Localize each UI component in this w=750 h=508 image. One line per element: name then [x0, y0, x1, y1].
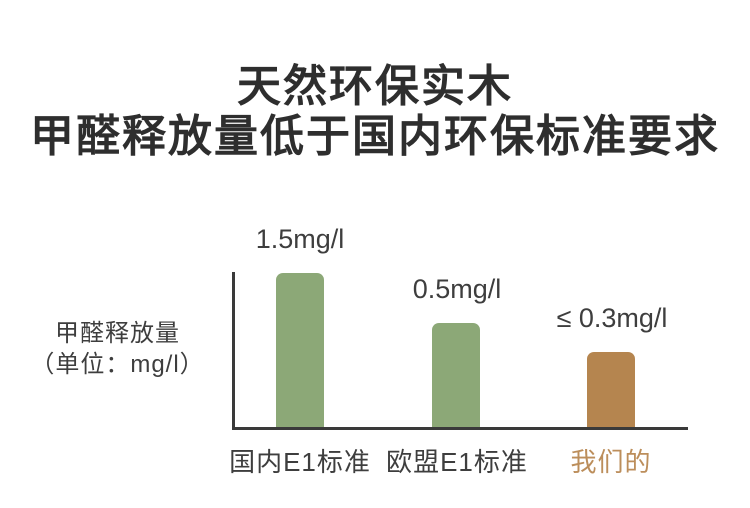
category-label-domestic: 国内E1标准 — [229, 447, 371, 477]
bar-eu-e1 — [432, 323, 480, 427]
y-axis-label-line2: （单位：mg/l） — [30, 351, 205, 378]
y-axis-label: 甲醛释放量 （单位：mg/l） — [25, 318, 210, 380]
bar-value-label-ours: ≤ 0.3mg/l — [556, 303, 668, 333]
y-axis-line — [232, 272, 235, 430]
chart-title-line2: 甲醛释放量低于国内环保标准要求 — [30, 112, 720, 161]
x-axis-line — [232, 427, 688, 430]
bar-value-label-eu: 0.5mg/l — [412, 274, 502, 304]
category-label-eu: 欧盟E1标准 — [386, 447, 528, 477]
bar-ours — [587, 352, 635, 427]
category-label-ours: 我们的 — [570, 447, 652, 477]
chart-title: 天然环保实木 甲醛释放量低于国内环保标准要求 — [0, 62, 750, 162]
bar-value-label-domestic: 1.5mg/l — [255, 224, 345, 254]
chart-title-line1: 天然环保实木 — [237, 62, 513, 111]
bar-domestic-e1 — [276, 273, 324, 427]
y-axis-label-line1: 甲醛释放量 — [55, 320, 180, 347]
